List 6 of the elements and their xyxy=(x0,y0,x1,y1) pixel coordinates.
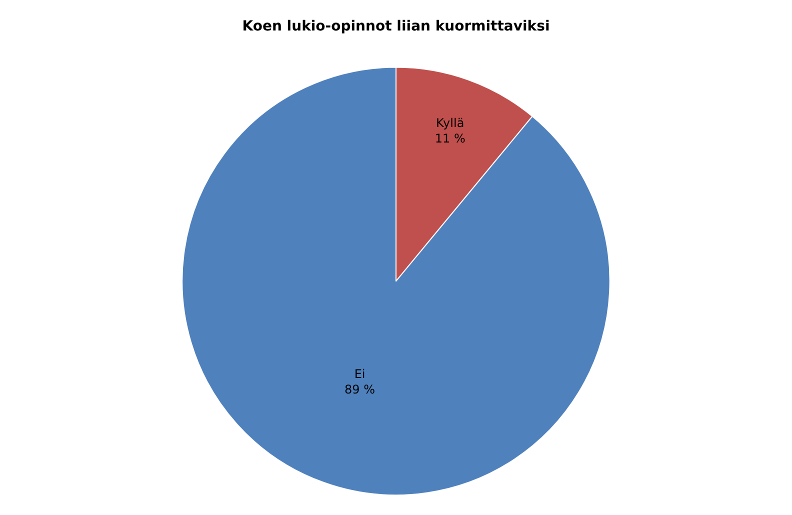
pie-slice xyxy=(182,66,610,496)
slice-label: Ei xyxy=(354,366,366,381)
slice-label: Kyllä xyxy=(436,116,464,130)
data-label: 89 % xyxy=(344,382,376,397)
chart-title: Koen lukio-opinnot liian kuormittaviksi xyxy=(242,18,550,34)
data-label: 11 % xyxy=(434,132,466,146)
